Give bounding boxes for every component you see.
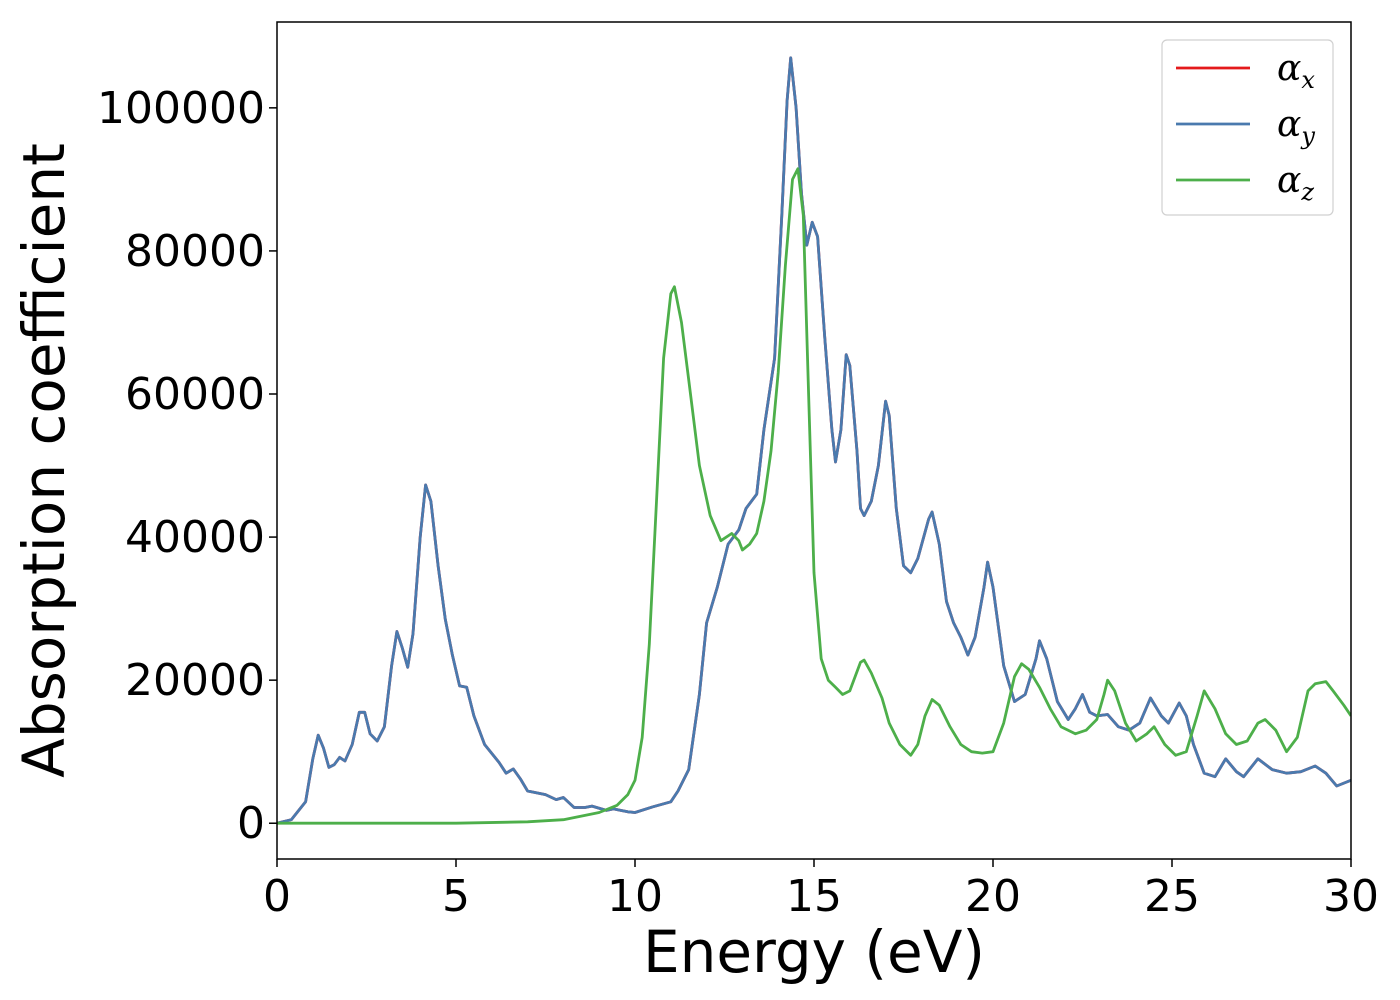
x-axis-label: Energy (eV) (643, 918, 985, 986)
y-tick-label: 100000 (97, 83, 265, 134)
series-line-alpha-y (277, 56, 1351, 825)
y-tick-label: 40000 (125, 512, 265, 563)
x-tick-label: 30 (1323, 871, 1379, 922)
legend-entry: αy (1277, 104, 1315, 150)
y-tick-label: 80000 (125, 226, 265, 277)
x-tick-label: 25 (1144, 871, 1200, 922)
y-axis-label: Absorption coefficient (10, 143, 78, 778)
x-tick-label: 10 (607, 871, 663, 922)
y-tick-label: 0 (237, 798, 265, 849)
x-tick-label: 5 (442, 871, 470, 922)
y-axis: 0 20000 40000 60000 80000 100000 (97, 83, 277, 849)
y-tick-label: 60000 (125, 369, 265, 420)
legend-box (1161, 39, 1334, 216)
x-tick-label: 0 (263, 871, 291, 922)
series-line-alpha-z (277, 167, 1351, 825)
y-tick-label: 20000 (125, 655, 265, 706)
legend-entry: αz (1277, 160, 1314, 206)
plot-area (277, 56, 1351, 825)
legend: αx αy αz (1161, 39, 1334, 216)
x-tick-label: 20 (965, 871, 1021, 922)
x-axis: 0 5 10 15 20 25 30 (263, 859, 1379, 922)
x-tick-label: 15 (786, 871, 842, 922)
legend-entry: αx (1277, 48, 1315, 94)
